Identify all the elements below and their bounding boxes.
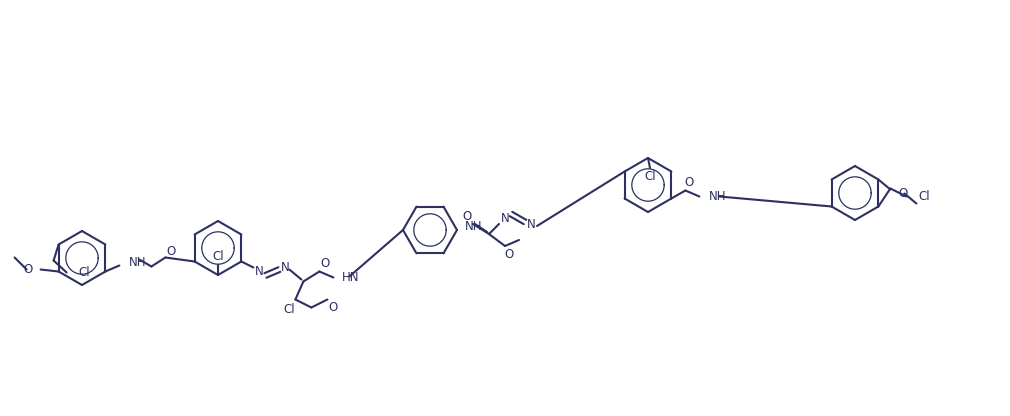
Text: O: O <box>685 176 694 189</box>
Text: Cl: Cl <box>284 303 295 316</box>
Text: NH: NH <box>465 220 483 233</box>
Text: O: O <box>504 248 514 260</box>
Text: HN: HN <box>341 271 359 284</box>
Text: O: O <box>321 257 330 270</box>
Text: N: N <box>281 261 290 274</box>
Text: Cl: Cl <box>79 266 90 279</box>
Text: NH: NH <box>128 256 145 269</box>
Text: N: N <box>526 218 535 230</box>
Text: N: N <box>255 265 264 278</box>
Text: O: O <box>167 245 176 258</box>
Text: O: O <box>898 187 908 200</box>
Text: N: N <box>501 211 509 225</box>
Text: NH: NH <box>708 190 726 203</box>
Text: Cl: Cl <box>644 169 655 183</box>
Text: Cl: Cl <box>918 190 930 203</box>
Text: O: O <box>23 263 32 276</box>
Text: O: O <box>329 301 338 314</box>
Text: Cl: Cl <box>212 250 224 263</box>
Text: O: O <box>463 210 472 223</box>
